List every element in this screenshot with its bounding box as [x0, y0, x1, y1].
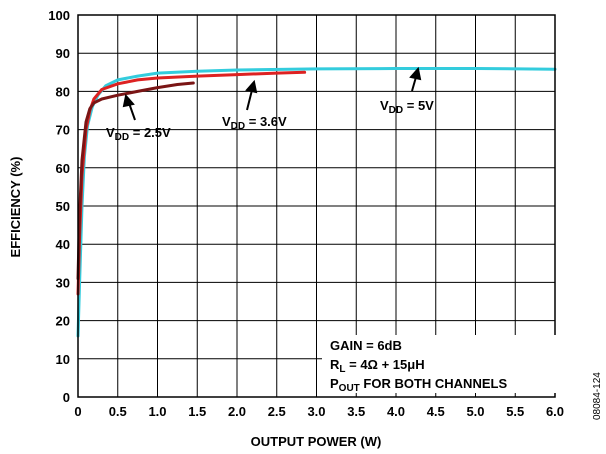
x-tick-label: 5.0 — [466, 404, 484, 419]
label-vdd-2-5v: VDD = 2.5V — [106, 125, 171, 143]
label-gain: GAIN = 6dB — [330, 338, 402, 353]
x-tick-label: 2.5 — [268, 404, 286, 419]
label-vdd-3-6v: VDD = 3.6V — [222, 114, 287, 132]
label-load: RL = 4Ω + 15μH — [330, 357, 425, 375]
x-tick-label: 2.0 — [228, 404, 246, 419]
y-tick-label: 0 — [63, 390, 70, 405]
annotation-arrows — [122, 66, 422, 121]
x-tick-label: 0 — [74, 404, 81, 419]
y-tick-label: 90 — [56, 46, 70, 61]
y-tick-label: 30 — [56, 275, 70, 290]
y-tick-label: 100 — [48, 8, 70, 23]
plot-frame — [77, 14, 556, 398]
x-axis-title: OUTPUT POWER (W) — [251, 434, 382, 449]
x-tick-label: 6.0 — [546, 404, 564, 419]
x-tick-label: 3.0 — [307, 404, 325, 419]
x-tick-label: 3.5 — [347, 404, 365, 419]
y-tick-label: 20 — [56, 314, 70, 329]
y-tick-label: 80 — [56, 84, 70, 99]
x-tick-label: 4.5 — [427, 404, 445, 419]
data-series — [76, 67, 557, 338]
x-tick-label: 4.0 — [387, 404, 405, 419]
x-tick-label: 0.5 — [109, 404, 127, 419]
figure-id: 08084-124 — [592, 372, 603, 420]
y-tick-label: 50 — [56, 199, 70, 214]
x-tick-labels: 0 0.5 1.0 1.5 2.0 2.5 3.0 3.5 4.0 4.5 5.0 5.5 6.0 — [74, 404, 564, 419]
label-pout: POUT FOR BOTH CHANNELS — [330, 376, 507, 394]
y-tick-label: 60 — [56, 161, 70, 176]
y-tick-labels: 0 10 20 30 40 50 60 70 80 90 100 — [48, 8, 70, 405]
series-line-vdd-3-6v — [76, 70, 307, 296]
conditions-box — [322, 335, 556, 393]
y-tick-label: 40 — [56, 237, 70, 252]
y-tick-label: 70 — [56, 123, 70, 138]
x-tick-label: 1.0 — [148, 404, 166, 419]
x-tick-label: 5.5 — [506, 404, 524, 419]
label-vdd-5v: VDD = 5V — [380, 98, 434, 116]
y-tick-label: 10 — [56, 352, 70, 367]
x-tick-label: 1.5 — [188, 404, 206, 419]
series-line-vdd-2-5v — [76, 81, 195, 281]
y-axis-title: EFFICIENCY (%) — [8, 157, 23, 258]
